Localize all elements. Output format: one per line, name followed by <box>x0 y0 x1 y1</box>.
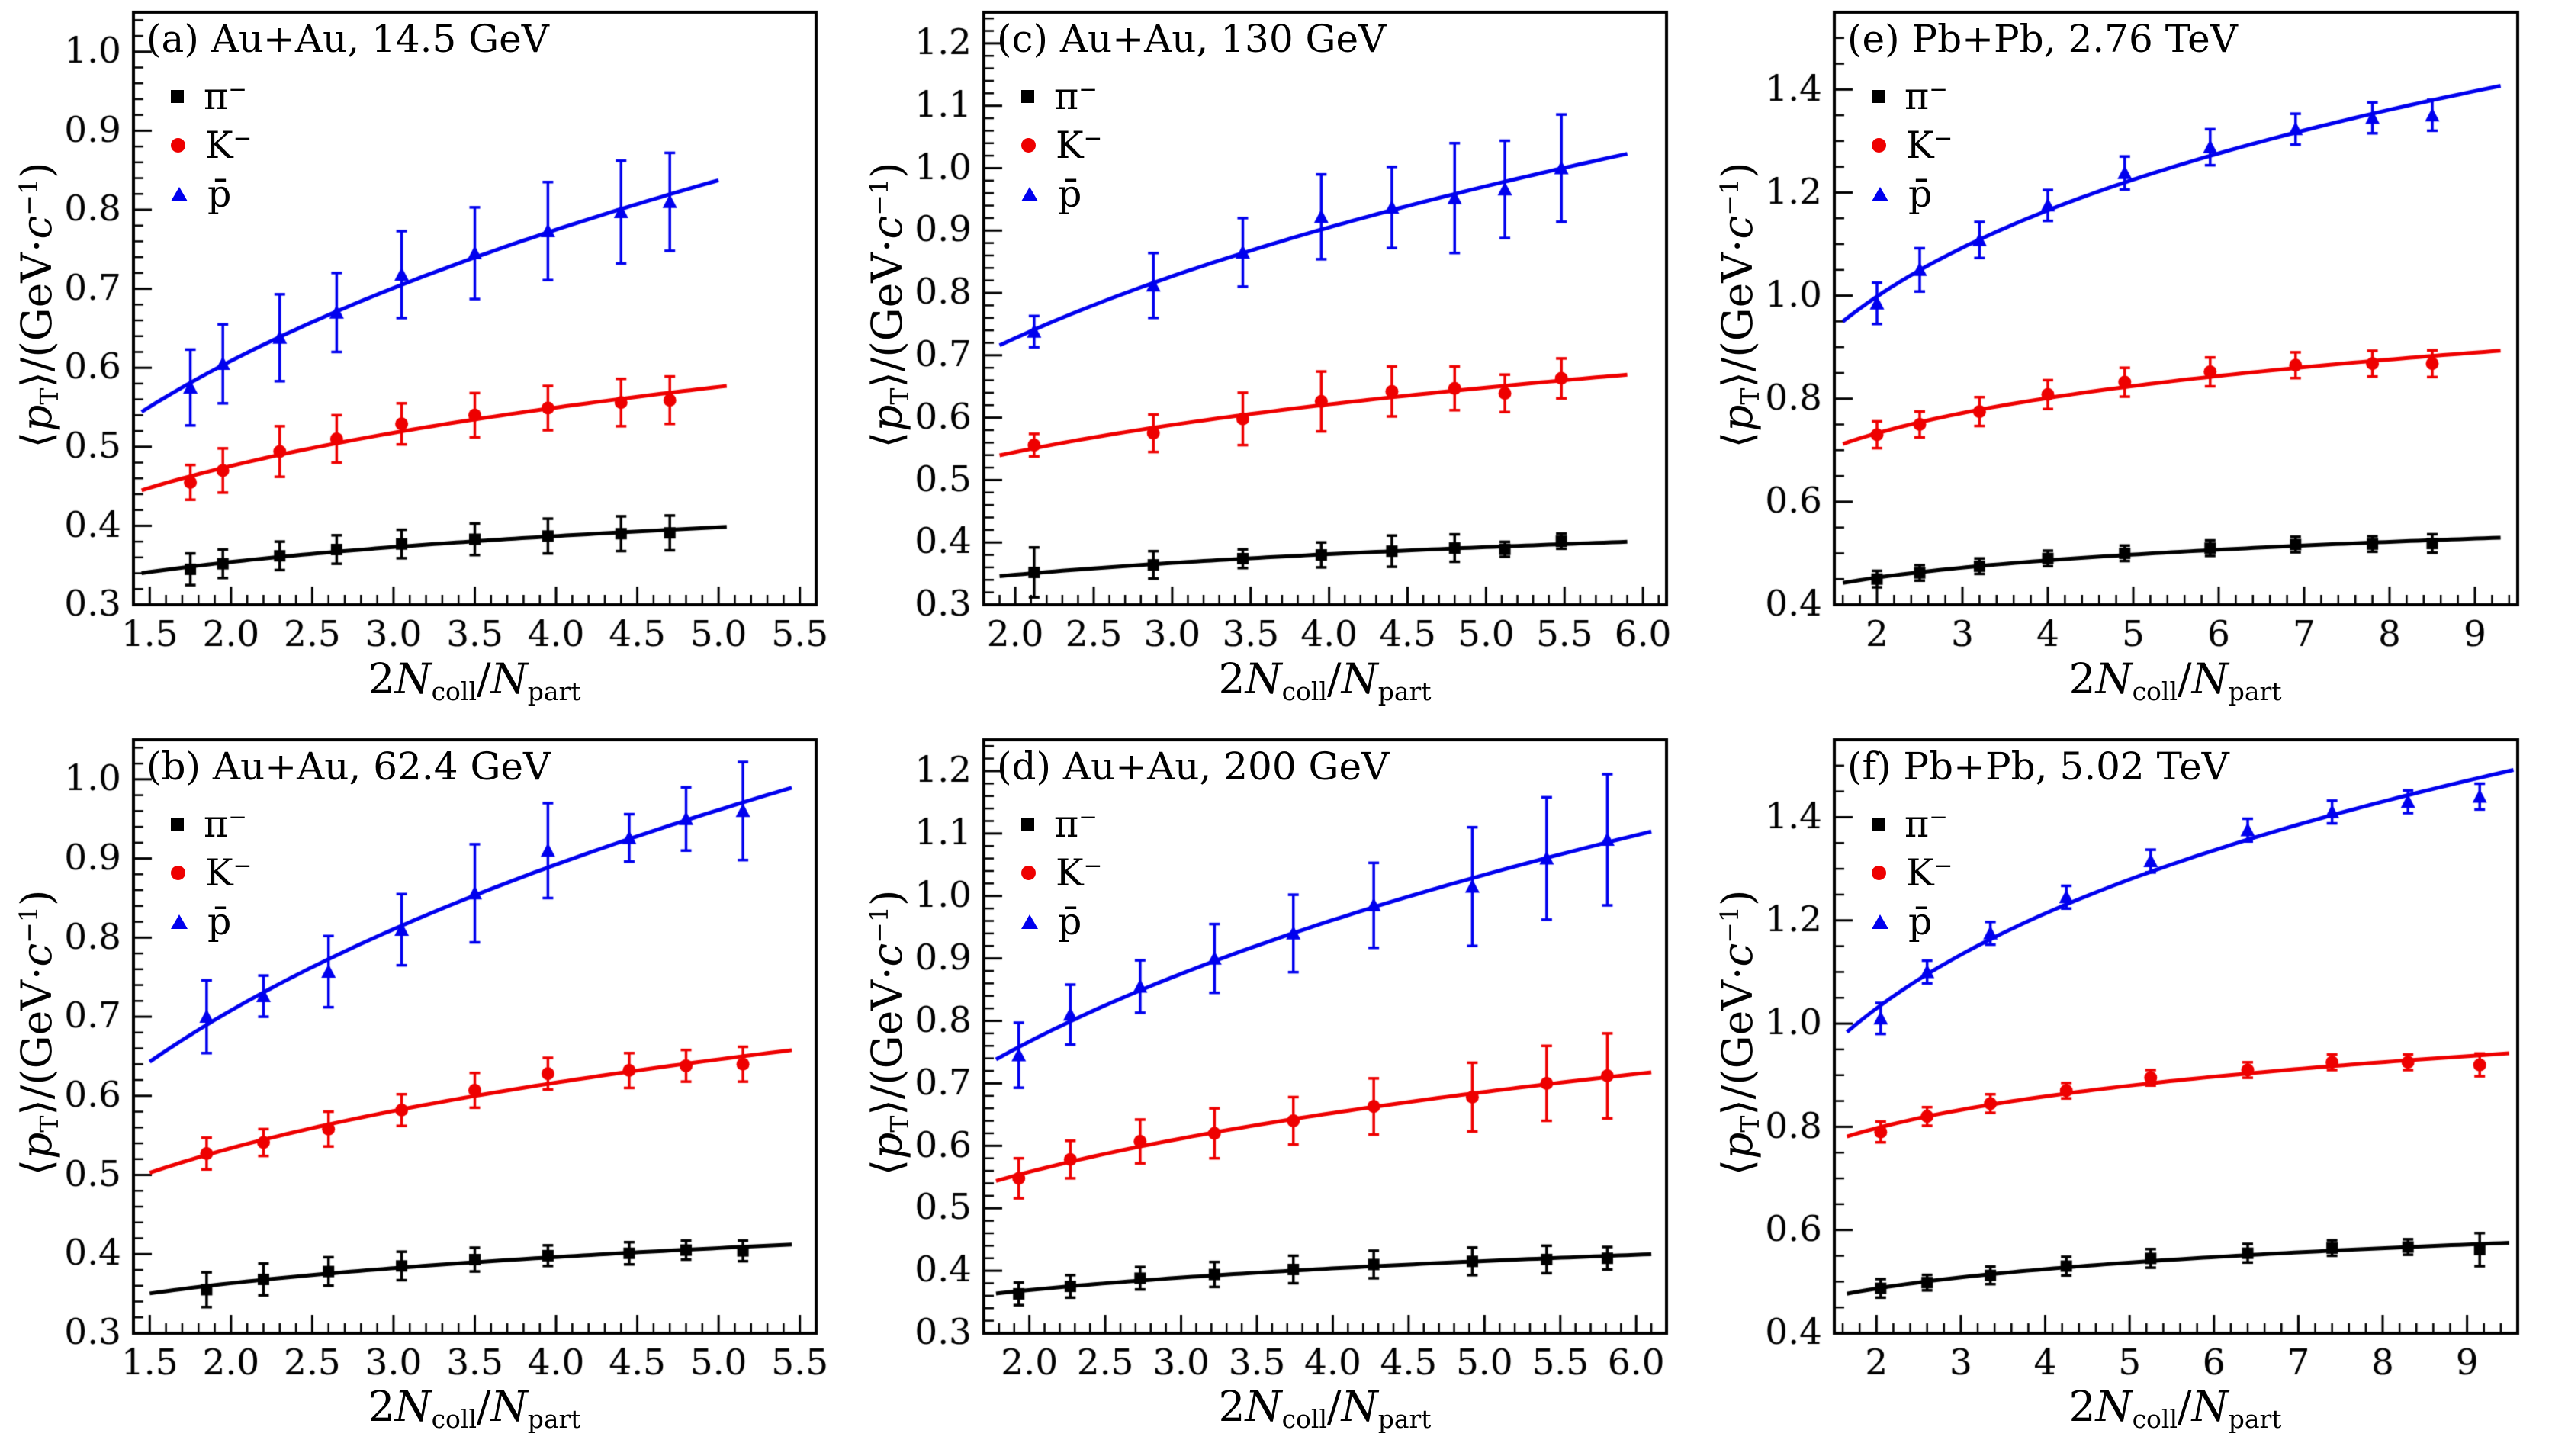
pion-square-icon <box>1872 89 1885 103</box>
panel-a-title: (a) Au+Au, 14.5 GeV <box>146 17 549 61</box>
panel-e-canvas <box>1701 0 2552 728</box>
panel-e: (e) Pb+Pb, 2.76 TeV π− K− p̄ 2Ncoll/Npar… <box>1701 0 2552 728</box>
kaon-circle-icon <box>171 137 185 153</box>
kaon-circle-icon <box>1872 137 1886 153</box>
legend-label-pbar: p̄ <box>1058 172 1082 216</box>
legend-item-pion: π− <box>1021 799 1102 848</box>
pbar-triangle-icon <box>1021 186 1038 201</box>
panel-f: (f) Pb+Pb, 5.02 TeV π− K− p̄ 2Ncoll/Npar… <box>1701 728 2552 1456</box>
pion-square-icon <box>171 89 184 103</box>
legend-item-kaon: K− <box>1872 121 1953 169</box>
y-axis-label: ⟨pT⟩/(GeV·c−1) <box>862 162 915 448</box>
panel-b-canvas <box>0 728 850 1456</box>
panel-a-legend: π− K− p̄ <box>171 72 252 218</box>
y-axis-label: ⟨pT⟩/(GeV·c−1) <box>11 162 65 448</box>
legend-item-pion: π− <box>171 72 252 121</box>
legend-item-kaon: K− <box>1872 848 1953 897</box>
legend-label-pion: π− <box>204 74 247 118</box>
y-axis-label: ⟨pT⟩/(GeV·c−1) <box>862 889 915 1176</box>
panel-f-title: (f) Pb+Pb, 5.02 TeV <box>1847 744 2229 789</box>
kaon-circle-icon <box>1021 865 1036 880</box>
panel-b: (b) Au+Au, 62.4 GeV π− K− p̄ 2Ncoll/Npar… <box>0 728 850 1456</box>
pbar-triangle-icon <box>1872 186 1888 201</box>
legend-item-kaon: K− <box>171 121 252 169</box>
kaon-circle-icon <box>171 865 185 880</box>
panel-f-legend: π− K− p̄ <box>1872 799 1953 946</box>
x-axis-label: 2Ncoll/Npart <box>368 654 581 707</box>
legend-item-kaon: K− <box>1021 848 1102 897</box>
legend-label-kaon: K− <box>1906 123 1953 167</box>
pion-square-icon <box>1021 817 1034 831</box>
legend-label-pbar: p̄ <box>1908 172 1933 216</box>
legend-item-pbar: p̄ <box>171 169 252 218</box>
panel-a-canvas <box>0 0 850 728</box>
legend-item-pion: π− <box>171 799 252 848</box>
legend-item-pbar: p̄ <box>1872 169 1953 218</box>
panel-c-title: (c) Au+Au, 130 GeV <box>997 17 1387 61</box>
legend-item-pbar: p̄ <box>1021 169 1102 218</box>
panel-c: (c) Au+Au, 130 GeV π− K− p̄ 2Ncoll/Npart… <box>850 0 1701 728</box>
kaon-circle-icon <box>1872 865 1886 880</box>
panel-c-canvas <box>850 0 1701 728</box>
kaon-circle-icon <box>1021 137 1036 153</box>
panel-e-legend: π− K− p̄ <box>1872 72 1953 218</box>
pion-square-icon <box>1872 817 1885 831</box>
legend-label-pbar: p̄ <box>1908 899 1933 943</box>
pion-square-icon <box>1021 89 1034 103</box>
x-axis-label: 2Ncoll/Npart <box>1218 1382 1432 1435</box>
pbar-triangle-icon <box>171 186 188 201</box>
legend-item-pion: π− <box>1872 72 1953 121</box>
panel-d-legend: π− K− p̄ <box>1021 799 1102 946</box>
legend-label-pion: π− <box>1054 74 1098 118</box>
y-axis-label: ⟨pT⟩/(GeV·c−1) <box>1712 162 1766 448</box>
legend-item-pion: π− <box>1021 72 1102 121</box>
legend-label-pbar: p̄ <box>207 899 232 943</box>
pbar-triangle-icon <box>1021 914 1038 929</box>
panel-b-title: (b) Au+Au, 62.4 GeV <box>146 744 551 789</box>
legend-label-kaon: K− <box>205 850 252 895</box>
y-axis-label: ⟨pT⟩/(GeV·c−1) <box>11 889 65 1176</box>
legend-item-pbar: p̄ <box>1021 897 1102 946</box>
legend-item-kaon: K− <box>1021 121 1102 169</box>
legend-label-pion: π− <box>1904 74 1948 118</box>
x-axis-label: 2Ncoll/Npart <box>1218 654 1432 707</box>
panel-d: (d) Au+Au, 200 GeV π− K− p̄ 2Ncoll/Npart… <box>850 728 1701 1456</box>
panel-f-canvas <box>1701 728 2552 1456</box>
legend-label-kaon: K− <box>1906 850 1953 895</box>
panel-e-title: (e) Pb+Pb, 2.76 TeV <box>1847 17 2238 61</box>
legend-label-pion: π− <box>204 802 247 846</box>
pbar-triangle-icon <box>1872 914 1888 929</box>
legend-label-pion: π− <box>1054 802 1098 846</box>
legend-item-pion: π− <box>1872 799 1953 848</box>
legend-label-pbar: p̄ <box>207 172 232 216</box>
y-axis-label: ⟨pT⟩/(GeV·c−1) <box>1712 889 1766 1176</box>
panel-c-legend: π− K− p̄ <box>1021 72 1102 218</box>
x-axis-label: 2Ncoll/Npart <box>368 1382 581 1435</box>
legend-item-pbar: p̄ <box>1872 897 1953 946</box>
x-axis-label: 2Ncoll/Npart <box>2068 1382 2282 1435</box>
panel-a: (a) Au+Au, 14.5 GeV π− K− p̄ 2Ncoll/Npar… <box>0 0 850 728</box>
legend-label-kaon: K− <box>205 123 252 167</box>
pion-square-icon <box>171 817 184 831</box>
panel-d-canvas <box>850 728 1701 1456</box>
panel-d-title: (d) Au+Au, 200 GeV <box>997 744 1390 789</box>
legend-label-pion: π− <box>1904 802 1948 846</box>
legend-label-kaon: K− <box>1056 850 1103 895</box>
legend-label-kaon: K− <box>1056 123 1103 167</box>
x-axis-label: 2Ncoll/Npart <box>2068 654 2282 707</box>
legend-item-pbar: p̄ <box>171 897 252 946</box>
legend-label-pbar: p̄ <box>1058 899 1082 943</box>
legend-item-kaon: K− <box>171 848 252 897</box>
panel-b-legend: π− K− p̄ <box>171 799 252 946</box>
pbar-triangle-icon <box>171 914 188 929</box>
